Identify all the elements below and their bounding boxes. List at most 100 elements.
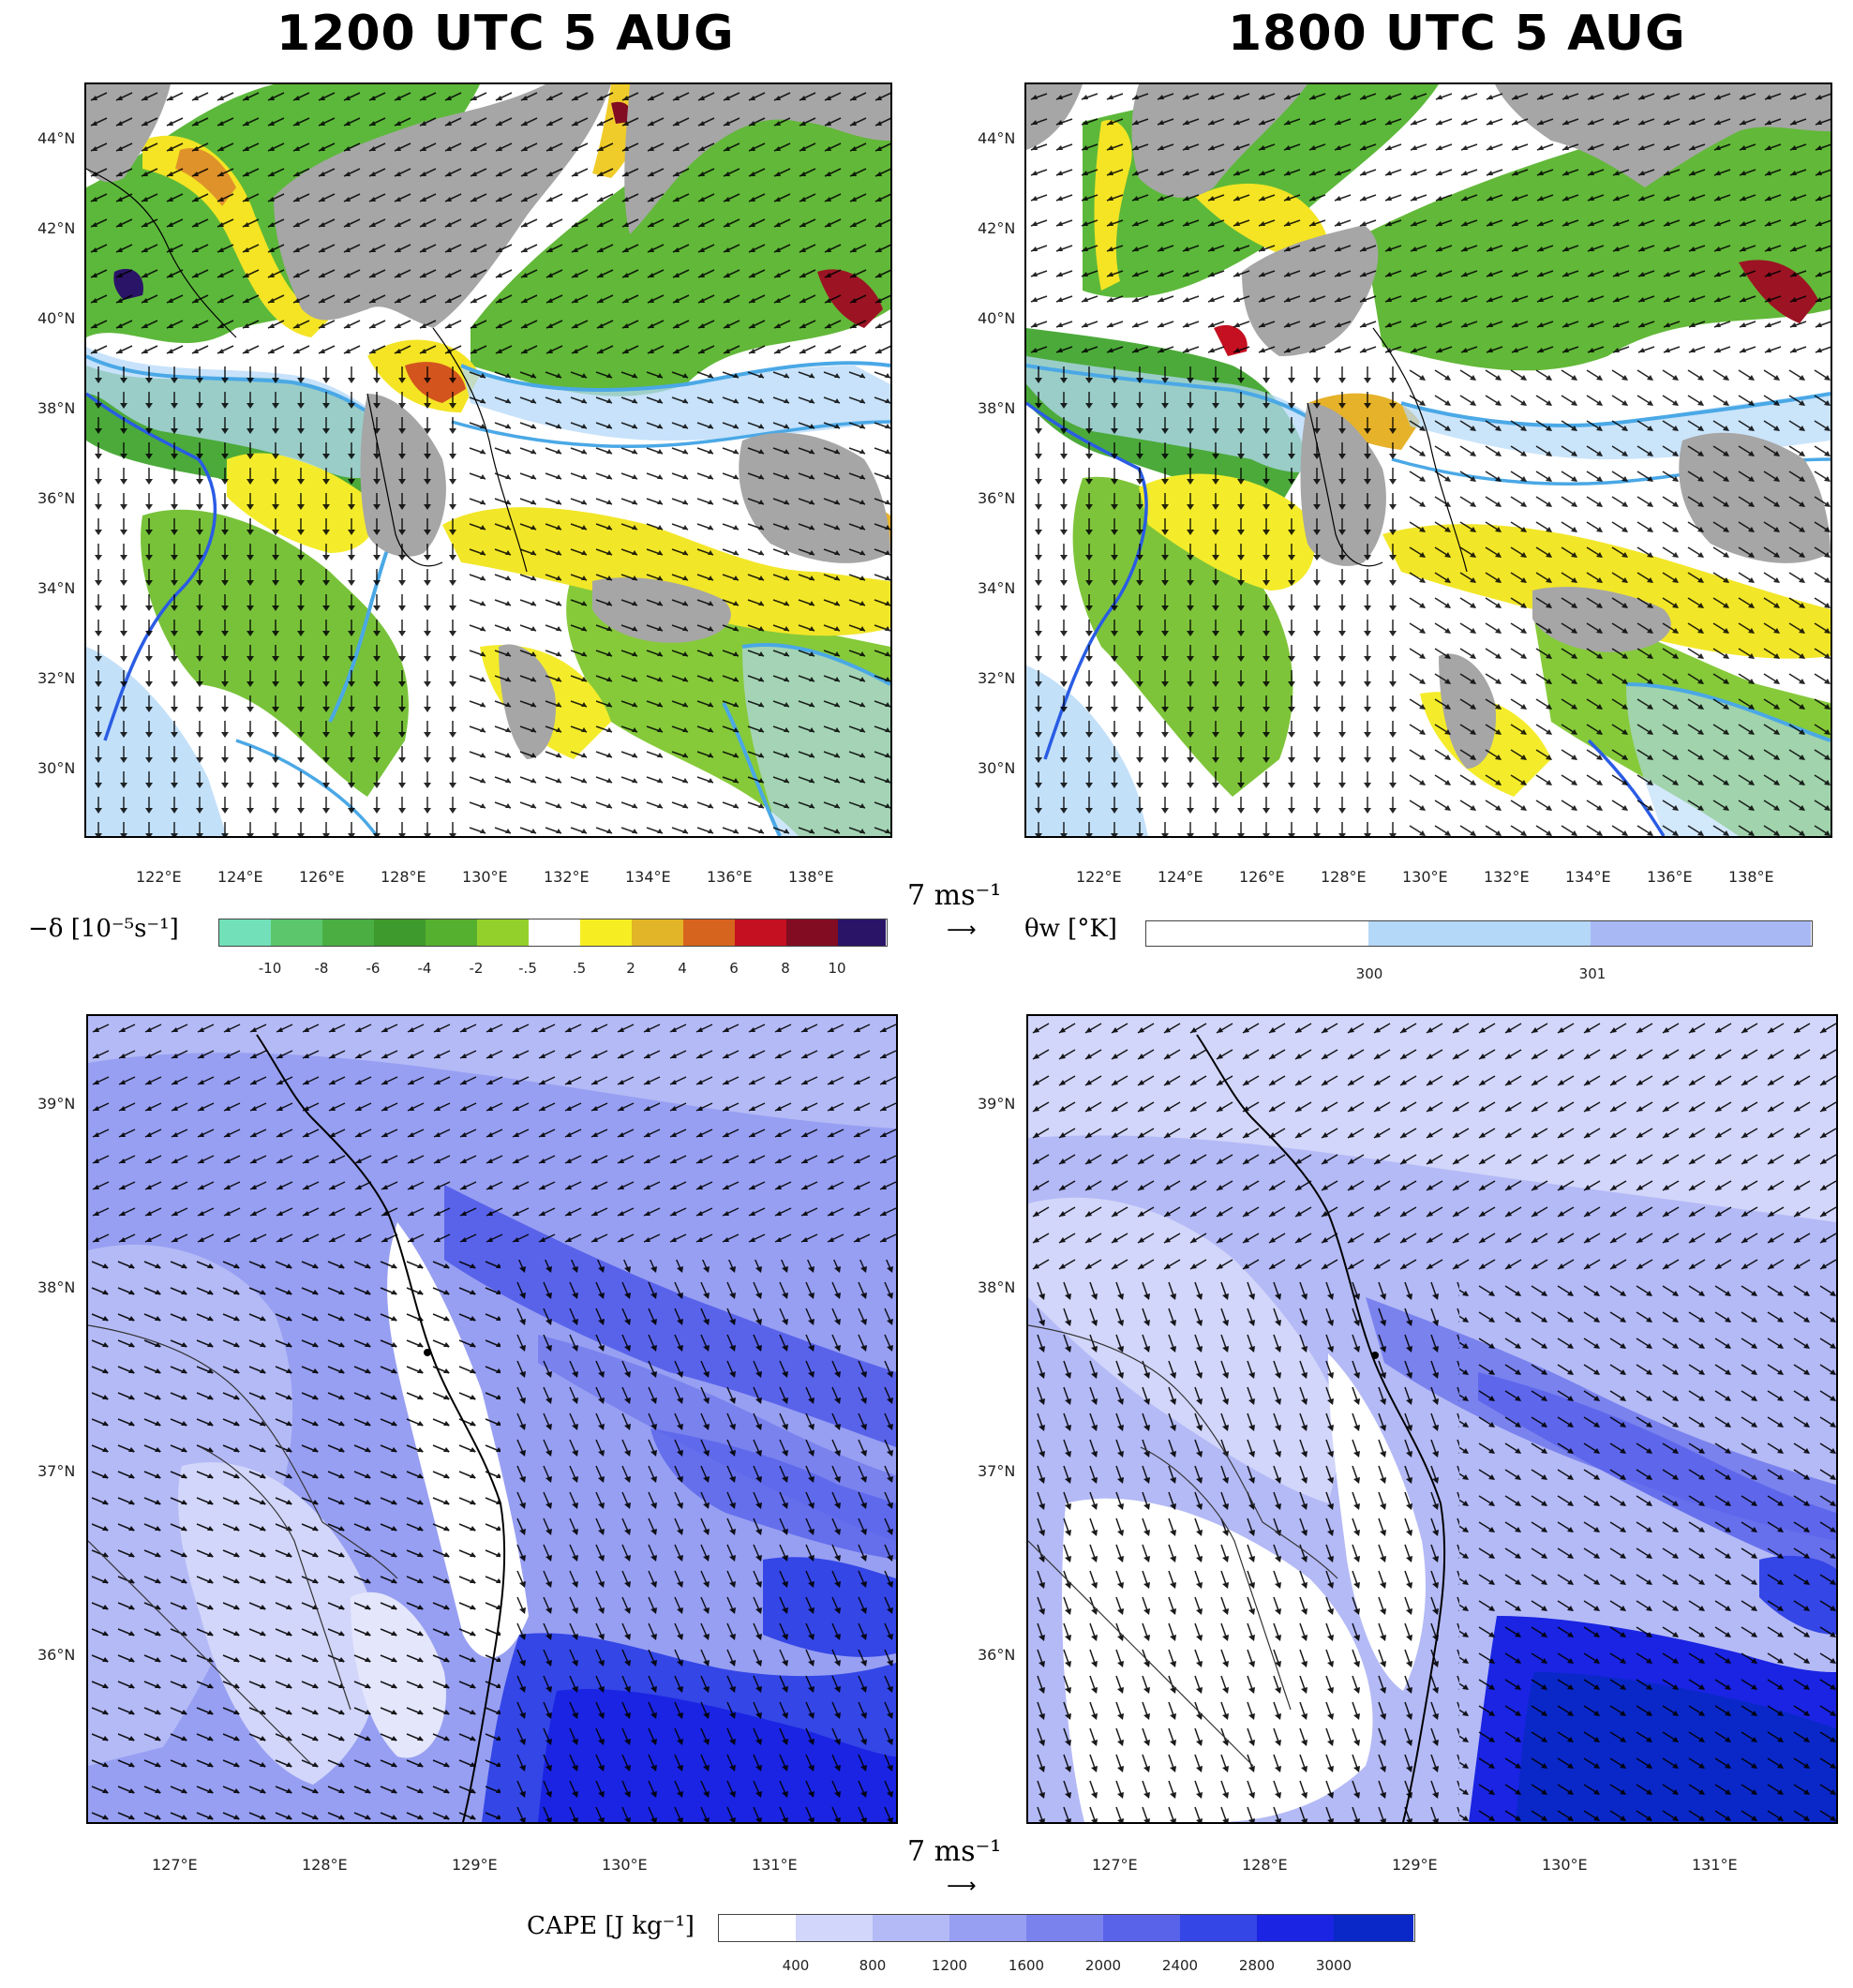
colorbar-swatch [1103,1915,1180,1941]
lon-tick: 126°E [299,868,345,886]
lon-tick: 128°E [381,868,426,886]
lon-tick: 128°E [1242,1856,1288,1874]
lon-tick: 122°E [1076,868,1122,886]
colorbar-tick: -4 [417,960,432,977]
lat-tick: 40°N [978,309,1016,327]
colorbar-tick: -6 [366,960,381,977]
colorbar-swatch [838,919,886,946]
lat-tick: 42°N [37,219,76,237]
lon-tick: 138°E [1728,868,1774,886]
colorbar-tick: 2 [626,960,635,977]
colorbar-tick: 1600 [1008,1957,1045,1974]
colorbar-swatch [1368,921,1591,946]
colorbar-swatch [322,919,374,946]
lon-tick: 127°E [152,1856,198,1874]
divergence-colorbar-label: −δ [10⁻⁵s⁻¹] [28,915,179,943]
colorbar-swatch [1334,1915,1413,1941]
colorbar-swatch [374,919,426,946]
lat-tick: 37°N [37,1462,76,1480]
lon-tick: 124°E [1158,868,1203,886]
cape-colorbar-label: CAPE [J kg⁻¹] [527,1912,695,1940]
colorbar-tick: -10 [258,960,282,977]
colorbar-tick: 1200 [931,1957,968,1974]
divergence-colorbar [218,919,888,947]
lat-tick: 38°N [37,1278,76,1296]
map-bottom-right [1026,1014,1838,1824]
lat-tick: 44°N [37,129,76,147]
lon-tick: 132°E [544,868,590,886]
lon-tick: 126°E [1239,868,1285,886]
colorbar-tick: 10 [828,960,846,977]
lat-tick: 38°N [978,1278,1016,1296]
colorbar-swatch [796,1915,873,1941]
colorbar-swatch [1257,1915,1334,1941]
map-top-right [1024,82,1832,838]
cape-colorbar [718,1914,1415,1942]
colorbar-tick: 400 [782,1957,810,1974]
lat-tick: 42°N [978,219,1016,237]
colorbar-swatch [271,919,322,946]
colorbar-swatch [949,1915,1026,1941]
lat-tick: 34°N [978,579,1016,597]
colorbar-tick: -.5 [518,960,537,977]
lon-tick: 131°E [752,1856,798,1874]
colorbar-swatch [529,919,580,946]
lon-tick: 134°E [625,868,671,886]
lat-tick: 30°N [978,759,1016,777]
theta-colorbar-label: θw [°K] [1024,915,1117,943]
reference-vector-arrow-icon: ⟶ [947,919,977,942]
lat-tick: 36°N [978,489,1016,507]
colorbar-tick: 8 [781,960,790,977]
lon-tick: 136°E [707,868,753,886]
lat-tick: 40°N [37,309,76,327]
colorbar-tick: 301 [1578,965,1606,982]
colorbar-swatch [1180,1915,1257,1941]
lat-tick: 44°N [978,129,1016,147]
colorbar-swatch [219,919,271,946]
panel-title-right: 1800 UTC 5 AUG [1228,6,1686,62]
lat-tick: 39°N [978,1095,1016,1113]
colorbar-swatch [580,919,632,946]
colorbar-tick: -2 [469,960,484,977]
colorbar-tick: 2800 [1238,1957,1276,1974]
lat-tick: 37°N [978,1462,1016,1480]
colorbar-swatch [1026,1915,1103,1941]
lat-tick: 39°N [37,1095,76,1113]
reference-vector-arrow-icon: ⟶ [947,1875,977,1898]
lat-tick: 36°N [37,489,76,507]
reference-vector-label-top: 7 ms⁻¹ [907,879,1002,912]
lon-tick: 130°E [1542,1856,1588,1874]
lat-tick: 30°N [37,759,76,777]
colorbar-swatch [719,1915,796,1941]
lat-tick: 32°N [978,669,1016,687]
colorbar-swatch [873,1915,949,1941]
colorbar-tick: .5 [572,960,587,977]
lon-tick: 129°E [1392,1856,1438,1874]
lon-tick: 127°E [1092,1856,1138,1874]
lon-tick: 132°E [1484,868,1530,886]
colorbar-tick: -8 [314,960,329,977]
map-bottom-left [86,1014,898,1824]
lon-tick: 136°E [1647,868,1693,886]
lon-tick: 134°E [1565,868,1611,886]
colorbar-swatch [426,919,477,946]
colorbar-tick: 6 [729,960,739,977]
panel-title-left: 1200 UTC 5 AUG [276,6,735,62]
colorbar-swatch [1591,921,1811,946]
lon-tick: 130°E [462,868,508,886]
colorbar-tick: 2400 [1161,1957,1199,1974]
colorbar-swatch [632,919,683,946]
colorbar-tick: 2000 [1084,1957,1122,1974]
theta-colorbar [1145,920,1813,947]
reference-vector-label-bottom: 7 ms⁻¹ [907,1835,1002,1868]
lat-tick: 38°N [978,399,1016,417]
lon-tick: 138°E [788,868,834,886]
lon-tick: 128°E [302,1856,348,1874]
colorbar-tick: 3000 [1315,1957,1352,1974]
colorbar-swatch [786,919,838,946]
lon-tick: 129°E [452,1856,498,1874]
colorbar-swatch [683,919,735,946]
colorbar-tick: 300 [1355,965,1383,982]
colorbar-tick: 4 [678,960,687,977]
map-top-left [84,82,892,838]
